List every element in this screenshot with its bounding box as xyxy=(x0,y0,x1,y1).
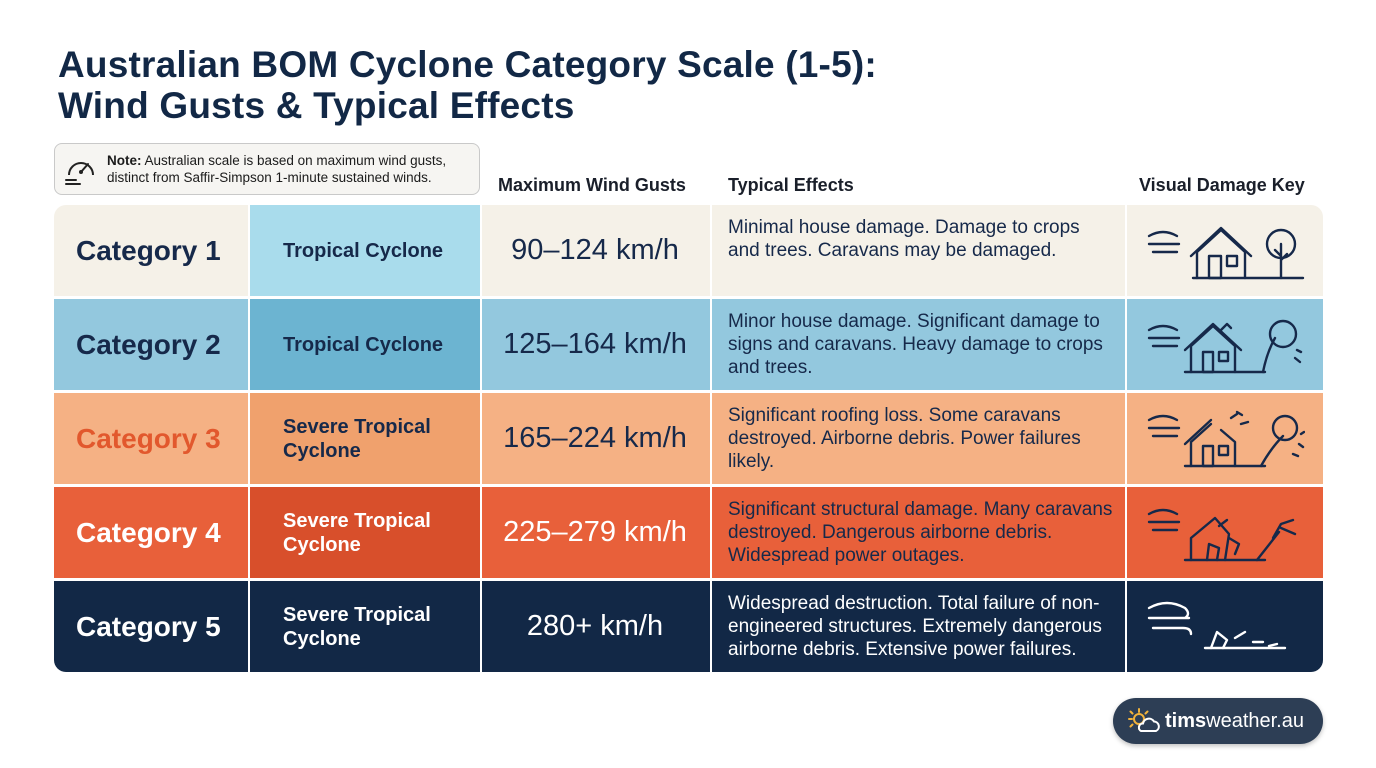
sun-cloud-icon xyxy=(1128,708,1160,732)
roof-loss-debris-icon xyxy=(1147,410,1305,467)
cyclone-type: Severe Tropical Cyclone xyxy=(248,581,480,672)
note-line-1: Australian scale is based on maximum win… xyxy=(141,153,447,168)
note-text: Note: Australian scale is based on maxim… xyxy=(107,152,446,186)
damage-key-cell xyxy=(1126,205,1323,296)
category-label: Category 5 xyxy=(54,581,248,672)
page-title: Australian BOM Cyclone Category Scale (1… xyxy=(58,44,877,126)
category-label: Category 1 xyxy=(54,205,248,296)
table-row: Category 4 Severe Tropical Cyclone 225–2… xyxy=(54,487,1323,578)
damage-key-cell xyxy=(1126,393,1323,484)
typical-effects: Widespread destruction. Total failure of… xyxy=(710,581,1126,672)
title-line-1: Australian BOM Cyclone Category Scale (1… xyxy=(58,44,877,85)
brand-name: timsweather.au xyxy=(1165,710,1304,733)
note-line-2: distinct from Saffir-Simpson 1-minute su… xyxy=(107,170,432,185)
damage-key-cell xyxy=(1126,487,1323,578)
category-label: Category 4 xyxy=(54,487,248,578)
note-label: Note: xyxy=(107,153,142,168)
wind-gusts: 90–124 km/h xyxy=(480,205,710,296)
cyclone-type: Tropical Cyclone xyxy=(248,299,480,390)
table-row: Category 1 Tropical Cyclone 90–124 km/h … xyxy=(54,205,1323,296)
house-tree-wind-icon xyxy=(1147,226,1304,279)
brand-rest: weather.au xyxy=(1206,709,1304,732)
table-row: Category 5 Severe Tropical Cyclone 280+ … xyxy=(54,581,1323,672)
title-line-2: Wind Gusts & Typical Effects xyxy=(58,85,575,126)
typical-effects: Minimal house damage. Damage to crops an… xyxy=(710,205,1126,296)
category-label: Category 3 xyxy=(54,393,248,484)
column-header-gusts: Maximum Wind Gusts xyxy=(498,175,686,195)
destroyed-rubble-icon xyxy=(1147,601,1286,649)
wind-gusts: 125–164 km/h xyxy=(480,299,710,390)
cyclone-type: Severe Tropical Cyclone xyxy=(248,393,480,484)
gauge-icon xyxy=(65,162,94,185)
cyclone-type: Severe Tropical Cyclone xyxy=(248,487,480,578)
table-row: Category 2 Tropical Cyclone 125–164 km/h… xyxy=(54,299,1323,390)
typical-effects: Significant structural damage. Many cara… xyxy=(710,487,1126,578)
wind-gusts: 165–224 km/h xyxy=(480,393,710,484)
collapsing-house-icon xyxy=(1147,508,1296,561)
brand-badge[interactable]: timsweather.au xyxy=(1113,698,1323,744)
wind-gusts: 225–279 km/h xyxy=(480,487,710,578)
note-box: Note: Australian scale is based on maxim… xyxy=(54,143,480,195)
typical-effects: Significant roofing loss. Some caravans … xyxy=(710,393,1126,484)
brand-bold: tims xyxy=(1165,709,1207,732)
category-label: Category 2 xyxy=(54,299,248,390)
category-table: Category 1 Tropical Cyclone 90–124 km/h … xyxy=(54,205,1323,672)
column-header-damage-key: Visual Damage Key xyxy=(1139,175,1305,195)
column-header-effects: Typical Effects xyxy=(728,175,854,195)
wind-gusts: 280+ km/h xyxy=(480,581,710,672)
damage-key-cell xyxy=(1126,299,1323,390)
typical-effects: Minor house damage. Significant damage t… xyxy=(710,299,1126,390)
damage-key-cell xyxy=(1126,581,1323,672)
cyclone-type: Tropical Cyclone xyxy=(248,205,480,296)
table-row: Category 3 Severe Tropical Cyclone 165–2… xyxy=(54,393,1323,484)
house-bent-tree-wind-icon xyxy=(1147,319,1302,373)
